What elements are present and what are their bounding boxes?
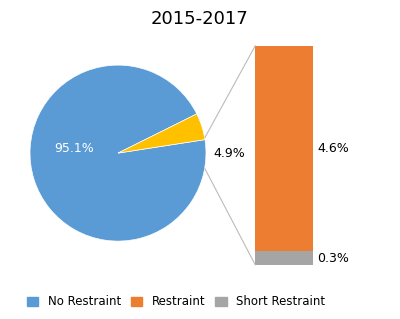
Bar xyxy=(255,46,313,251)
Text: 2015-2017: 2015-2017 xyxy=(151,10,249,27)
Text: 4.6%: 4.6% xyxy=(317,142,349,155)
Wedge shape xyxy=(118,114,205,153)
Text: 0.3%: 0.3% xyxy=(317,252,349,264)
Legend: No Restraint, Restraint, Short Restraint: No Restraint, Restraint, Short Restraint xyxy=(22,291,330,313)
Text: 4.9%: 4.9% xyxy=(213,147,245,160)
Text: 95.1%: 95.1% xyxy=(54,142,94,155)
Wedge shape xyxy=(30,65,206,241)
Bar xyxy=(255,251,313,265)
